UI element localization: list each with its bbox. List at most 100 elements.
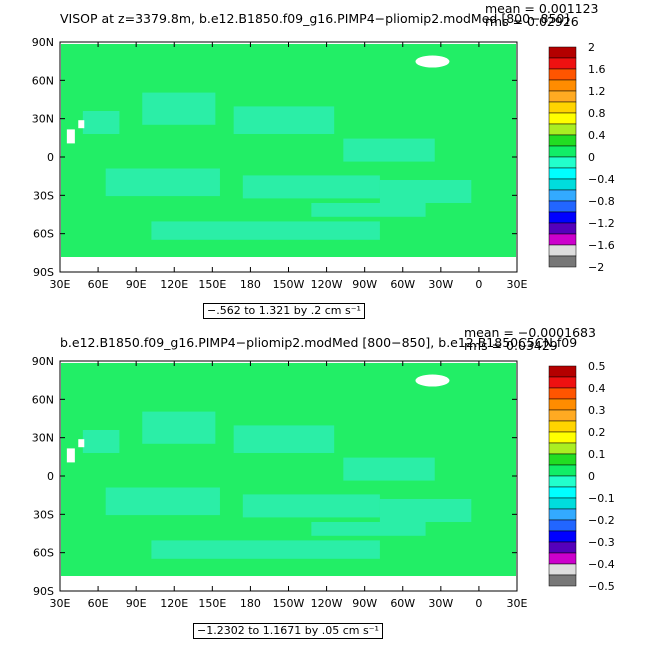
range-label: −1.2302 to 1.1671 by .05 cm s⁻¹ [193,623,383,639]
colorbar-swatch [548,79,577,92]
y-tick-label: 90N [32,36,54,49]
anomaly-patch [82,430,120,453]
colorbar-swatch [548,497,577,510]
x-tick-label: 120E [160,278,188,291]
map-axes: 30E 60E 90E 120E 150E 180 150W 120W 90W 60W 30W 0 30… [32,355,528,610]
x-tick-label: 30W [428,278,453,291]
y-tick-label: 30S [33,189,54,202]
x-tick-label: 30E [50,597,71,610]
rms-label: rms = 0.03429 [464,338,558,353]
anomaly-patch [311,522,426,536]
x-tick-label: 60W [390,278,415,291]
colorbar-swatch [548,222,577,235]
map-panel-bottom: b.e12.B1850.f09_g16.PIMP4−pliomip2.modMe… [32,325,615,610]
y-tick-label: 30S [33,508,54,521]
colorbar-swatch [548,431,577,444]
anomaly-patch [242,175,380,199]
rms-label: rms = 0.02926 [485,14,579,29]
x-tick-label: 30E [507,597,528,610]
colorbar-label: 0.4 [588,382,606,395]
colorbar-swatch [548,68,577,81]
colorbar-swatch [548,167,577,180]
x-tick-label: 120W [311,278,343,291]
colorbar-swatch [548,409,577,422]
anomaly-patch [82,111,120,134]
colorbar-label: −1.6 [588,239,615,252]
x-tick-label: 120E [160,597,188,610]
colorbar-label: −1.2 [588,217,615,230]
x-tick-label: 60E [88,278,109,291]
colorbar-swatch [548,255,577,268]
colorbar-swatch [548,552,577,565]
colorbar-label: −2 [588,261,604,274]
y-tick-label: 90N [32,355,54,368]
x-tick-label: 120W [311,597,343,610]
colorbar-label: 0 [588,151,595,164]
colorbar-label: 0.5 [588,360,606,373]
colorbar-label: 0.2 [588,426,606,439]
x-tick-label: 0 [475,278,482,291]
map-title: VISOP at z=3379.8m, b.e12.B1850.f09_g16.… [60,11,569,26]
colorbar-swatch [548,398,577,411]
x-tick-label: 90E [126,597,147,610]
y-tick-label: 90S [33,585,54,598]
colorbar-label: −0.4 [588,173,615,186]
x-tick-label: 30E [507,278,528,291]
anomaly-patch [343,138,435,162]
range-label: −.562 to 1.321 by .2 cm s⁻¹ [203,303,365,319]
colorbar-label: −0.1 [588,492,615,505]
anomaly-patch [105,487,220,516]
colorbar-swatch [548,200,577,213]
anomaly-patch [379,499,472,522]
y-tick-label: 60S [33,547,54,560]
x-tick-label: 90W [352,278,377,291]
land-mask [66,129,75,144]
anomaly-patch [151,221,380,240]
colorbar-label: 0 [588,470,595,483]
land-mask [415,374,450,387]
x-tick-label: 30E [50,278,71,291]
colorbar-label: −0.5 [588,580,615,593]
colorbar-swatch [548,178,577,191]
anomaly-patch [343,457,435,481]
colorbar-swatch [548,475,577,488]
x-tick-label: 150W [273,597,305,610]
map-panel-top: VISOP at z=3379.8m, b.e12.B1850.f09_g16.… [32,1,615,291]
colorbar-swatch [548,101,577,114]
y-tick-label: 60N [32,74,54,87]
anomaly-patch [379,180,472,203]
colorbar-label: 0.3 [588,404,606,417]
land-mask [66,448,75,463]
x-tick-label: 30W [428,597,453,610]
colorbar-swatch [548,376,577,389]
colorbar-swatch [548,123,577,136]
colorbar-swatch [548,420,577,433]
colorbar-swatch [548,156,577,169]
y-tick-label: 60N [32,393,54,406]
land-mask [415,55,450,68]
colorbar-label: 0.1 [588,448,606,461]
colorbar-label: −0.2 [588,514,615,527]
mean-label: mean = −0.0001683 [464,325,596,340]
colorbar-swatch [548,211,577,224]
colorbar-swatch [548,145,577,158]
map-field [61,363,516,576]
map-axes: 30E 60E 90E 120E 150E 180 150W 120W 90W 60W 30W 0 30… [32,36,528,291]
colorbar-swatch [548,134,577,147]
colorbar-swatch [548,574,577,587]
colorbar-swatch [548,57,577,70]
colorbar-label: 0.4 [588,129,606,142]
colorbar-label: −0.4 [588,558,615,571]
land-mask [78,120,85,129]
y-tick-label: 30N [32,432,54,445]
x-tick-label: 90W [352,597,377,610]
colorbar-swatch [548,519,577,532]
x-tick-label: 180 [240,597,261,610]
colorbar-swatch [548,233,577,246]
y-tick-label: 0 [47,151,54,164]
colorbar-swatch [548,530,577,543]
anomaly-patch [151,540,380,559]
colorbar-swatch [548,464,577,477]
land-mask [78,439,85,448]
colorbar-swatch [548,508,577,521]
